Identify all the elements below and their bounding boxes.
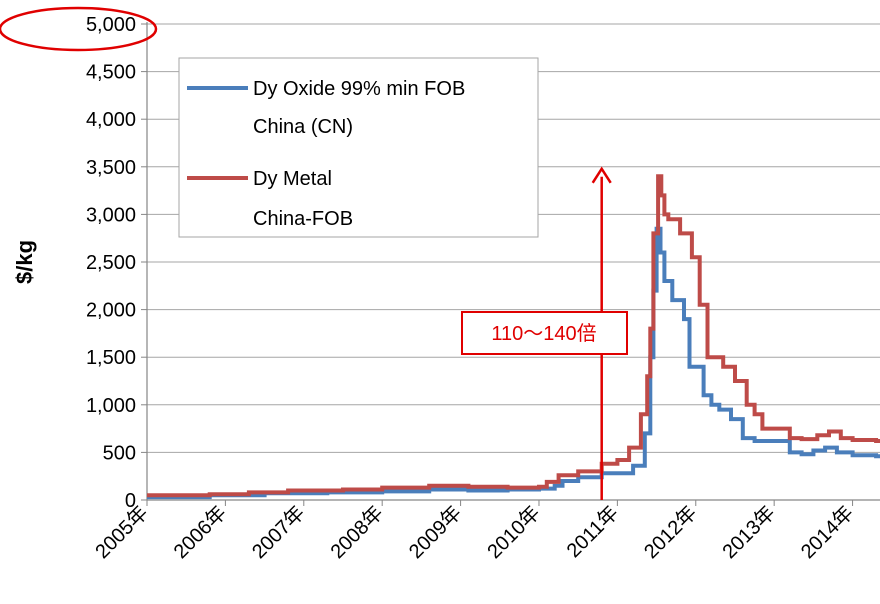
x-tick-label: 2006年 — [169, 501, 231, 563]
y-tick-label: 3,500 — [86, 157, 136, 179]
y-tick-label: 4,500 — [86, 62, 136, 84]
annotation: 110～140倍 — [461, 166, 628, 500]
axes — [146, 22, 880, 501]
y-tick-label: 2,500 — [86, 252, 136, 274]
series-lines — [147, 174, 880, 500]
y-tick-label: 1,500 — [86, 347, 136, 369]
series-line-1 — [147, 226, 880, 500]
highlight-ellipse — [0, 6, 158, 52]
y-tick-label: 1,000 — [86, 395, 136, 417]
x-tick-label: 2014年 — [796, 501, 858, 563]
x-tick-label: 2005年 — [91, 501, 153, 563]
x-tick-label: 2011年 — [562, 501, 623, 562]
series-line-2 — [147, 174, 880, 498]
annotation-label: 110～140倍 — [491, 322, 596, 345]
annotation-box — [461, 311, 628, 355]
legend-label: China (CN) — [253, 116, 353, 138]
legend-label: Dy Metal — [253, 168, 332, 190]
y-tick-label: 0 — [125, 490, 136, 512]
x-tick-label: 2007年 — [247, 501, 309, 563]
legend-label: China-FOB — [253, 208, 353, 230]
arrow-head — [591, 166, 612, 184]
legend-label: Dy Oxide 99% min FOB — [253, 78, 465, 100]
y-tick-label: 5,000 — [86, 14, 136, 36]
x-tick-label: 2013年 — [718, 501, 780, 563]
x-tick-label: 2008年 — [326, 501, 388, 563]
x-axis-tick-labels: 2005年 2006年 2007年 2008年 2009年 2010年 2011年 2012年… — [91, 501, 858, 563]
x-tick-label: 2010年 — [483, 501, 545, 563]
y-tick-label: 2,000 — [86, 300, 136, 322]
y-tick-label: 3,000 — [86, 204, 136, 226]
y-tick-label: 4,000 — [86, 109, 136, 131]
legend: Dy Oxide 99% min FOB China (CN) Dy Metal Ch… — [178, 57, 539, 238]
y-tick-label: 500 — [103, 442, 136, 464]
x-tick-label: 2012年 — [639, 501, 701, 563]
y-axis-label: $/kg — [12, 240, 37, 284]
x-tick-label: 2009年 — [404, 501, 466, 563]
y-axis-tick-labels: 0 500 1,000 1,500 2,000 2,500 3,000 3,500 4,000 4… — [86, 14, 136, 512]
